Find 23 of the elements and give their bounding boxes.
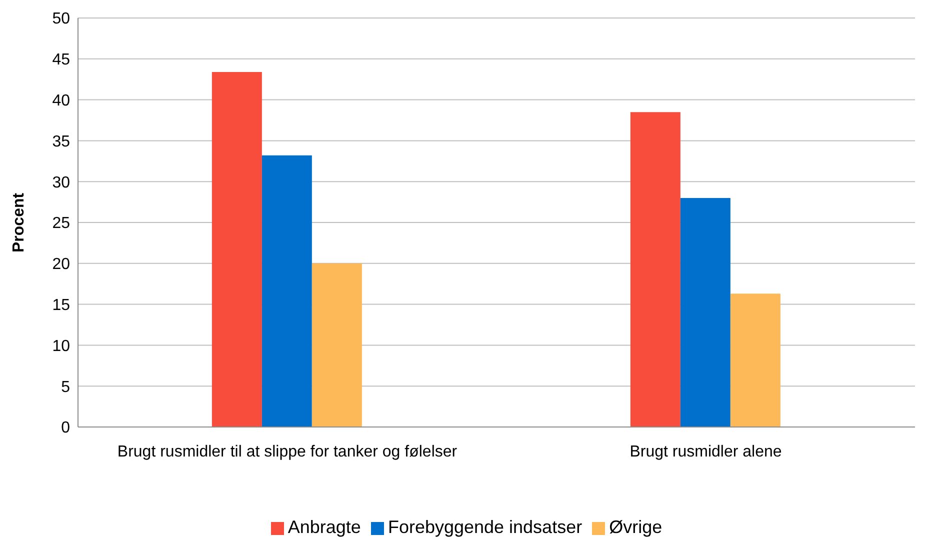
bar: [630, 112, 680, 427]
y-tick-label: 20: [52, 256, 70, 274]
bar: [680, 198, 730, 427]
y-tick-label: 30: [52, 174, 70, 192]
bar: [262, 155, 312, 427]
bar: [212, 72, 262, 427]
legend-label: Øvrige: [609, 517, 662, 537]
x-tick-label: Brugt rusmidler alene: [630, 443, 782, 460]
legend-label: Forebyggende indsatser: [388, 517, 582, 537]
y-tick-label: 15: [52, 296, 70, 314]
y-tick-label: 0: [61, 420, 70, 437]
legend-label: Anbragte: [288, 517, 361, 537]
bar: [312, 263, 362, 427]
y-tick-label: 35: [52, 133, 70, 150]
y-tick-label: 5: [61, 378, 70, 396]
y-tick-label: 50: [52, 10, 70, 28]
y-axis-title: Procent: [10, 192, 28, 252]
y-tick-label: 40: [52, 92, 70, 110]
y-tick-label: 45: [52, 52, 70, 69]
x-tick-label: Brugt rusmidler til at slippe for tanker og følelser: [117, 443, 458, 460]
y-tick-label: 25: [52, 215, 70, 232]
y-tick-label: 10: [52, 338, 70, 355]
bar: [730, 294, 780, 427]
